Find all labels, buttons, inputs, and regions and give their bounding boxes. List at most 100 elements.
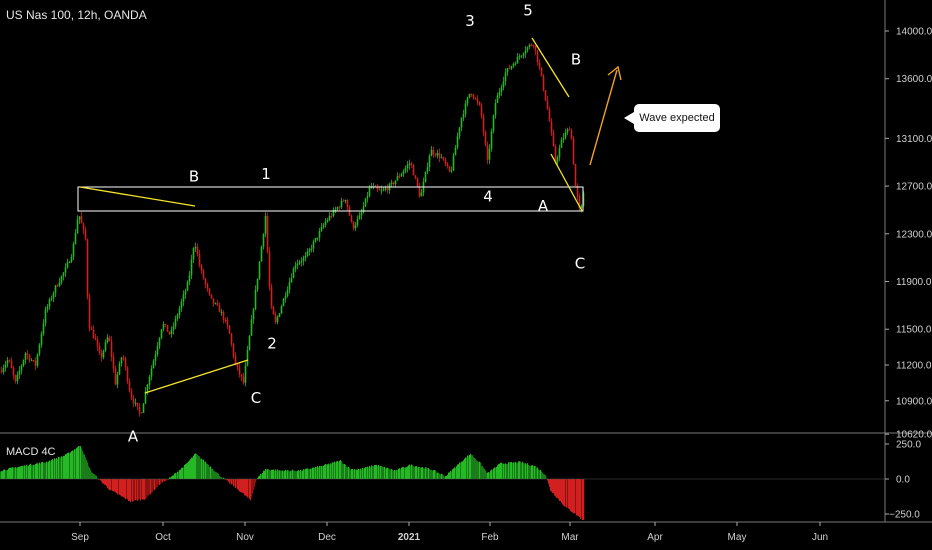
candles xyxy=(0,42,585,417)
macd-bar xyxy=(16,468,18,479)
macd-bar xyxy=(456,466,458,479)
macd-bar xyxy=(244,479,246,496)
macd-bar xyxy=(185,464,187,479)
macd-bar xyxy=(494,467,496,479)
macd-bar xyxy=(392,469,394,479)
candle-body xyxy=(178,308,181,316)
candle-body xyxy=(580,206,583,209)
macd-bar xyxy=(194,454,196,479)
macd-bar xyxy=(219,475,221,479)
macd-bar xyxy=(207,464,209,479)
macd-bar xyxy=(117,479,119,495)
candle-body xyxy=(204,278,207,284)
macd-bar xyxy=(305,468,307,479)
macd-bar xyxy=(103,479,105,484)
macd-bar xyxy=(182,467,184,479)
macd-title: MACD 4C xyxy=(6,446,56,458)
macd-bar xyxy=(566,479,568,508)
candle-body xyxy=(364,198,367,207)
macd-bar xyxy=(205,461,207,479)
candle-body xyxy=(310,248,313,250)
candle-body xyxy=(466,97,469,104)
candle-body xyxy=(522,53,525,56)
macd-bar xyxy=(531,465,533,479)
macd-bar xyxy=(340,460,342,479)
candle-body xyxy=(172,326,175,330)
candle-body xyxy=(86,239,89,297)
candle-body xyxy=(496,95,499,103)
macd-bar xyxy=(195,453,197,479)
candle-body xyxy=(542,75,545,91)
macd-bar xyxy=(358,469,360,479)
wave-label: A xyxy=(128,427,139,445)
candle-body xyxy=(12,368,15,376)
candle-body xyxy=(468,93,471,98)
macd-bar xyxy=(28,465,30,479)
macd-bar xyxy=(262,472,264,479)
candle-body xyxy=(440,157,443,159)
candle-body xyxy=(228,325,231,334)
candle-body xyxy=(444,159,447,165)
macd-bar xyxy=(562,479,564,505)
candle-body xyxy=(534,45,537,51)
candle-body xyxy=(238,367,241,375)
macd-bar xyxy=(15,467,17,479)
candle-body xyxy=(134,402,137,404)
price-tick-label: 14000.0 xyxy=(896,27,932,38)
macd-bar xyxy=(432,471,434,479)
macd-bar xyxy=(230,479,232,484)
macd-bar xyxy=(39,462,41,479)
macd-bar xyxy=(74,449,76,479)
candle-body xyxy=(556,157,559,163)
macd-bar xyxy=(269,469,271,479)
macd-bar xyxy=(2,471,4,479)
macd-bar xyxy=(245,479,247,496)
candle-body xyxy=(206,283,209,289)
macd-bar xyxy=(302,470,304,479)
macd-bar xyxy=(307,468,309,479)
macd-bar xyxy=(540,469,542,479)
macd-bar xyxy=(72,450,74,479)
candle-body xyxy=(494,102,497,116)
macd-bar xyxy=(380,465,382,479)
macd-bar xyxy=(414,466,416,479)
macd-bar xyxy=(343,464,345,479)
macd-bar xyxy=(157,479,159,487)
macd-bar xyxy=(341,461,343,479)
time-tick-label: Dec xyxy=(318,532,336,543)
price-tick-label: 12700.0 xyxy=(896,182,932,193)
macd-bar xyxy=(415,466,417,479)
macd-bar xyxy=(485,470,487,479)
macd-bar xyxy=(93,474,95,479)
candle-body xyxy=(554,146,557,163)
macd-bar xyxy=(41,462,43,479)
candle-body xyxy=(320,227,323,231)
macd-bar xyxy=(545,475,547,479)
candle-body xyxy=(458,127,461,137)
macd-bar xyxy=(301,470,303,479)
macd-bar xyxy=(549,479,551,487)
macd-bar xyxy=(193,455,195,479)
candle-body xyxy=(562,137,565,140)
macd-bar xyxy=(191,457,193,479)
macd-bar xyxy=(565,479,567,507)
candle-body xyxy=(502,81,505,88)
macd-bar xyxy=(537,467,539,479)
macd-bar xyxy=(199,456,201,479)
macd-bar xyxy=(576,479,578,516)
macd-bar xyxy=(19,466,21,479)
macd-bar xyxy=(18,466,20,479)
macd-bar xyxy=(206,463,208,479)
candle-body xyxy=(168,331,171,335)
candle-body xyxy=(30,360,33,362)
macd-tick-label: 250.0 xyxy=(896,440,921,451)
macd-bar xyxy=(60,457,62,479)
macd-bar xyxy=(391,468,393,479)
wave-label: 4 xyxy=(483,188,493,206)
candle-body xyxy=(274,314,277,323)
time-tick-label: Nov xyxy=(236,532,254,543)
macd-bar xyxy=(396,470,398,479)
macd-bar xyxy=(393,470,395,479)
macd-bar xyxy=(506,464,508,479)
